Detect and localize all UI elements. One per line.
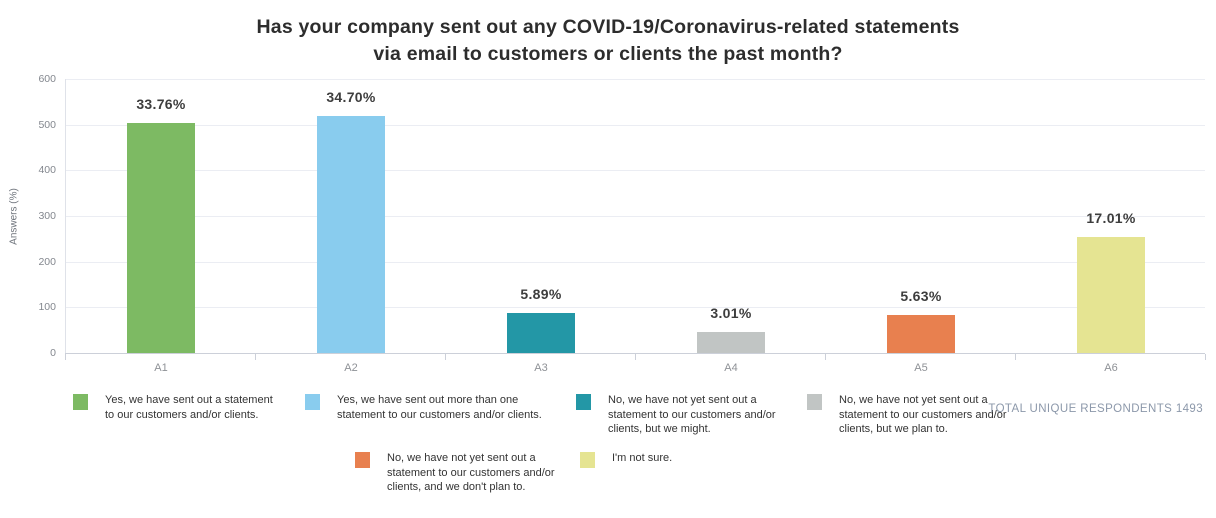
chart-legend: Yes, we have sent out a statement to our… [0, 385, 1216, 518]
gridline-400 [65, 170, 1205, 172]
legend-swatch-5 [355, 452, 370, 468]
legend-item-6: I'm not sure. [580, 451, 722, 468]
x-tick-mark [825, 354, 826, 360]
legend-item-3: No, we have not yet sent out a statement… [576, 393, 793, 437]
y-axis-line [65, 79, 66, 353]
legend-swatch-6 [580, 452, 595, 468]
legend-label-1: Yes, we have sent out a statement to our… [105, 394, 273, 421]
gridline-200 [65, 261, 1205, 263]
bar-value-label-a2: 34.70% [326, 89, 376, 106]
bar-a3 [507, 312, 575, 353]
bar-value-label-a4: 3.01% [710, 305, 752, 322]
legend-label-4: No, we have not yet sent out a statement… [839, 394, 1007, 435]
y-tick-label-400: 400 [38, 164, 56, 177]
total-respondents: TOTAL UNIQUE RESPONDENTS 1493 [988, 403, 1203, 415]
y-tick-label-300: 300 [38, 210, 56, 222]
x-tick-mark [1015, 354, 1016, 360]
legend-label-3: No, we have not yet sent out a statement… [608, 394, 776, 435]
category-label-a1: A1 [154, 362, 168, 374]
y-tick-label-500: 500 [38, 118, 56, 131]
legend-item-4: No, we have not yet sent out a statement… [807, 393, 1024, 437]
legend-swatch-4 [807, 394, 822, 410]
legend-label-2: Yes, we have sent out more than one stat… [337, 394, 542, 421]
y-tick-label-100: 100 [38, 301, 56, 314]
bar-a1 [127, 122, 195, 353]
x-tick-mark [635, 354, 636, 360]
chart-title: Has your company sent out any COVID-19/C… [256, 16, 960, 65]
legend-swatch-3 [576, 394, 591, 410]
bar-a4 [697, 332, 765, 353]
legend-label-6: I'm not sure. [612, 452, 673, 464]
bar-a6 [1077, 237, 1145, 353]
legend-swatch-2 [305, 394, 320, 410]
x-tick-mark [65, 354, 66, 360]
bar-a5 [887, 314, 955, 353]
gridline-600 [65, 79, 1205, 80]
gridline-300 [65, 216, 1205, 217]
legend-item-5: No, we have not yet sent out a statement… [355, 451, 572, 495]
gridline-100 [65, 307, 1205, 309]
legend-item-1: Yes, we have sent out a statement to our… [73, 393, 290, 422]
category-label-a4: A4 [724, 362, 738, 374]
category-label-a3: A3 [534, 362, 548, 374]
bar-a2 [317, 116, 385, 353]
legend-item-2: Yes, we have sent out more than one stat… [305, 393, 562, 422]
y-tick-label-200: 200 [38, 255, 56, 268]
total-respondents-label: TOTAL UNIQUE RESPONDENTS [988, 403, 1173, 415]
total-respondents-value: 1493 [1175, 403, 1203, 415]
gridline-500 [65, 124, 1205, 126]
x-axis-line [65, 353, 1205, 354]
x-tick-mark [1205, 354, 1206, 360]
y-tick-label-0: 0 [50, 347, 56, 359]
x-tick-mark [445, 354, 446, 360]
bar-value-label-a3: 5.89% [520, 285, 562, 302]
legend-label-5: No, we have not yet sent out a statement… [387, 452, 555, 493]
bar-value-label-a1: 33.76% [136, 95, 186, 112]
bar-value-label-a6: 17.01% [1086, 210, 1136, 226]
category-label-a5: A5 [914, 362, 928, 374]
category-label-a2: A2 [344, 362, 358, 374]
bar-value-label-a5: 5.63% [900, 287, 942, 304]
category-label-a6: A6 [1104, 362, 1118, 374]
legend-swatch-1 [73, 394, 88, 410]
y-tick-label-600: 600 [38, 73, 56, 85]
x-tick-mark [255, 354, 256, 360]
